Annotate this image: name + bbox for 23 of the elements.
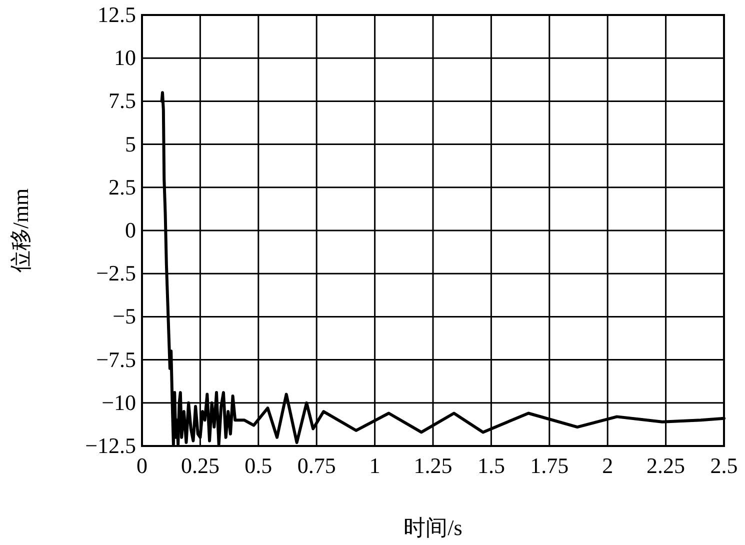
y-tick-label: 10 (114, 45, 136, 70)
y-tick-label: 2.5 (108, 174, 136, 200)
x-tick-label: 2.25 (646, 453, 686, 478)
x-tick-label: 0.75 (297, 453, 336, 478)
y-tick-label: −12.5 (85, 433, 136, 458)
x-tick-label: 2.5 (710, 453, 738, 478)
x-tick-label: 1.75 (530, 453, 569, 478)
y-tick-label: 12.5 (98, 2, 136, 27)
y-tick-label: −7.5 (96, 346, 136, 372)
x-tick-label: 1.5 (477, 453, 505, 478)
y-tick-label: 5 (125, 131, 136, 156)
x-axis-title: 时间/s (404, 515, 462, 540)
y-tick-label: −2.5 (96, 260, 136, 286)
x-tick-label: 0.5 (244, 453, 272, 478)
y-tick-label: 0 (125, 218, 136, 242)
y-tick-label: −5 (112, 304, 136, 329)
x-tick-label: 1.25 (414, 453, 452, 478)
x-tick-label: 1 (369, 453, 380, 478)
x-tick-label: 0.25 (180, 453, 220, 478)
y-tick-label: −10 (102, 390, 136, 415)
x-tick-label: 2 (602, 453, 614, 478)
y-tick-label: 7.5 (108, 88, 136, 114)
y-axis-title: 位移/mm (8, 188, 33, 273)
